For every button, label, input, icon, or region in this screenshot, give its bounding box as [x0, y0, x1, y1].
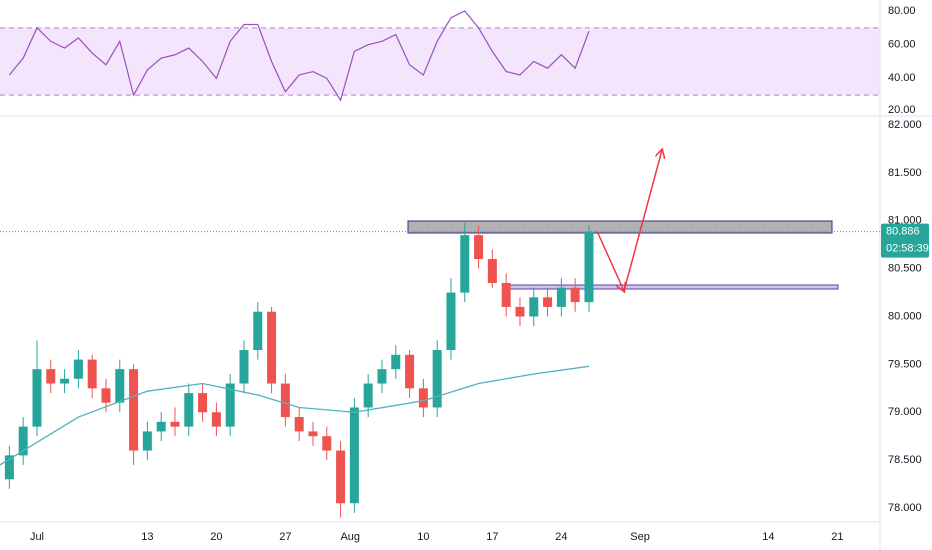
time-tick-label: 17 [486, 531, 498, 543]
candle-body [501, 282, 511, 307]
time-tick-label: Sep [630, 531, 650, 543]
candle-body [446, 292, 456, 351]
price-tick-label: 79.000 [888, 406, 922, 418]
candle-body [32, 369, 42, 427]
candle-body [101, 388, 111, 403]
time-tick-label: Jul [30, 531, 44, 543]
price-tick-label: 80.500 [888, 263, 922, 275]
price-tick-label: 78.500 [888, 454, 922, 466]
candle-body [474, 235, 484, 260]
last-price-box [881, 223, 929, 258]
arrow-down[interactable] [596, 230, 624, 291]
candle-body [322, 436, 332, 451]
moving-average [0, 365, 590, 466]
candle-body [349, 407, 359, 504]
candle-body [253, 311, 263, 351]
candle-body [225, 383, 235, 427]
candle-body [4, 455, 14, 480]
candle-body [432, 350, 442, 408]
resistance-zone[interactable] [407, 220, 833, 234]
candle-body [170, 421, 180, 427]
rsi-tick-label: 20.00 [888, 104, 916, 116]
time-tick-label: 13 [141, 531, 153, 543]
candle-body [198, 393, 208, 413]
candle-body [570, 287, 580, 303]
candle-body [129, 369, 139, 451]
candle-body [294, 417, 304, 432]
arrow-up[interactable] [623, 150, 662, 292]
price-tick-label: 81.500 [888, 167, 922, 179]
candle-body [363, 383, 373, 408]
rsi-tick-label: 40.00 [888, 72, 916, 84]
candle-body [280, 383, 290, 418]
time-tick-label: 27 [279, 531, 291, 543]
rsi-tick-label: 60.00 [888, 39, 916, 51]
candle-body [115, 369, 125, 403]
candle-body [308, 431, 318, 437]
price-tick-label: 80.000 [888, 310, 922, 322]
rsi-line [8, 10, 590, 102]
candle-body [18, 426, 28, 456]
time-tick-label: 21 [831, 531, 843, 543]
candle-body [405, 354, 415, 389]
candle-body [377, 369, 387, 384]
candle-body [46, 369, 56, 384]
candle-body [418, 388, 428, 408]
candle-body [460, 235, 470, 293]
candle-body [556, 287, 566, 307]
price-tick-label: 78.000 [888, 502, 922, 514]
candle-body [211, 412, 221, 427]
candle-body [391, 354, 401, 370]
candle-body [267, 311, 277, 384]
rsi-tick-label: 80.00 [888, 5, 916, 17]
time-tick-label: 20 [210, 531, 222, 543]
candle-body [156, 421, 166, 432]
candle-body [60, 378, 70, 384]
price-tick-label: 82.000 [888, 119, 922, 131]
candle-body [184, 393, 194, 427]
time-tick-label: Aug [340, 531, 360, 543]
candle-body [73, 359, 83, 379]
candle-body [239, 350, 249, 384]
candle-body [543, 297, 553, 307]
candle-body [529, 297, 539, 317]
rsi-band [0, 27, 880, 96]
candle-body [336, 450, 346, 504]
candle-body [584, 231, 594, 303]
countdown-label: 02:58:39 [886, 243, 929, 255]
price-tick-label: 79.500 [888, 358, 922, 370]
time-tick-label: 14 [762, 531, 774, 543]
time-tick-label: 10 [417, 531, 429, 543]
price-tick-label: 81.000 [888, 215, 922, 227]
candle-body [142, 431, 152, 451]
candle-body [487, 259, 497, 283]
candle-body [87, 359, 97, 389]
candle-body [515, 306, 525, 317]
time-tick-label: 24 [555, 531, 567, 543]
last-price-label: 80.886 [886, 226, 920, 238]
